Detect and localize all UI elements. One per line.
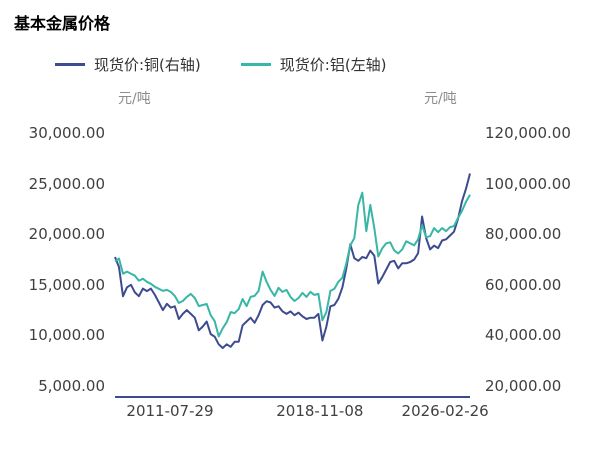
right-axis-tick: 60,000.00 bbox=[485, 275, 562, 294]
right-axis-tick: 100,000.00 bbox=[485, 174, 571, 193]
plot-area bbox=[114, 173, 471, 398]
right-axis-tick: 120,000.00 bbox=[485, 124, 571, 142]
left-axis-tick: 25,000.00 bbox=[28, 174, 105, 193]
legend: 现货价:铜(右轴) 现货价:铝(左轴) bbox=[55, 54, 387, 75]
legend-label-aluminum: 现货价:铝(左轴) bbox=[279, 56, 387, 74]
left-axis-tick: 5,000.00 bbox=[38, 377, 105, 395]
left-axis-tick: 10,000.00 bbox=[28, 326, 105, 345]
page-title: 基本金属价格 bbox=[14, 14, 111, 33]
right-axis-tick: 20,000.00 bbox=[485, 377, 562, 395]
left-axis-unit: 元/吨 bbox=[118, 91, 151, 107]
left-axis-tick: 15,000.00 bbox=[28, 275, 105, 294]
right-axis-tick: 40,000.00 bbox=[485, 326, 562, 345]
x-axis-tick: 2018-11-08 bbox=[276, 402, 364, 420]
right-axis-tick: 80,000.00 bbox=[485, 225, 562, 244]
x-axis-tick: 2011-07-29 bbox=[126, 402, 214, 420]
copper-series-line bbox=[114, 173, 471, 349]
legend-item-copper: 现货价:铜(右轴) bbox=[55, 54, 201, 75]
legend-swatch-copper bbox=[55, 63, 85, 66]
legend-swatch-aluminum bbox=[240, 63, 271, 66]
right-axis-unit: 元/吨 bbox=[424, 91, 457, 107]
left-axis-tick: 30,000.00 bbox=[28, 124, 105, 142]
left-axis-tick: 20,000.00 bbox=[28, 225, 105, 244]
x-axis-tick: 2026-02-26 bbox=[401, 402, 489, 420]
legend-item-aluminum: 现货价:铝(左轴) bbox=[240, 54, 387, 75]
legend-label-copper: 现货价:铜(右轴) bbox=[94, 56, 201, 74]
aluminum-series-line bbox=[114, 191, 471, 338]
